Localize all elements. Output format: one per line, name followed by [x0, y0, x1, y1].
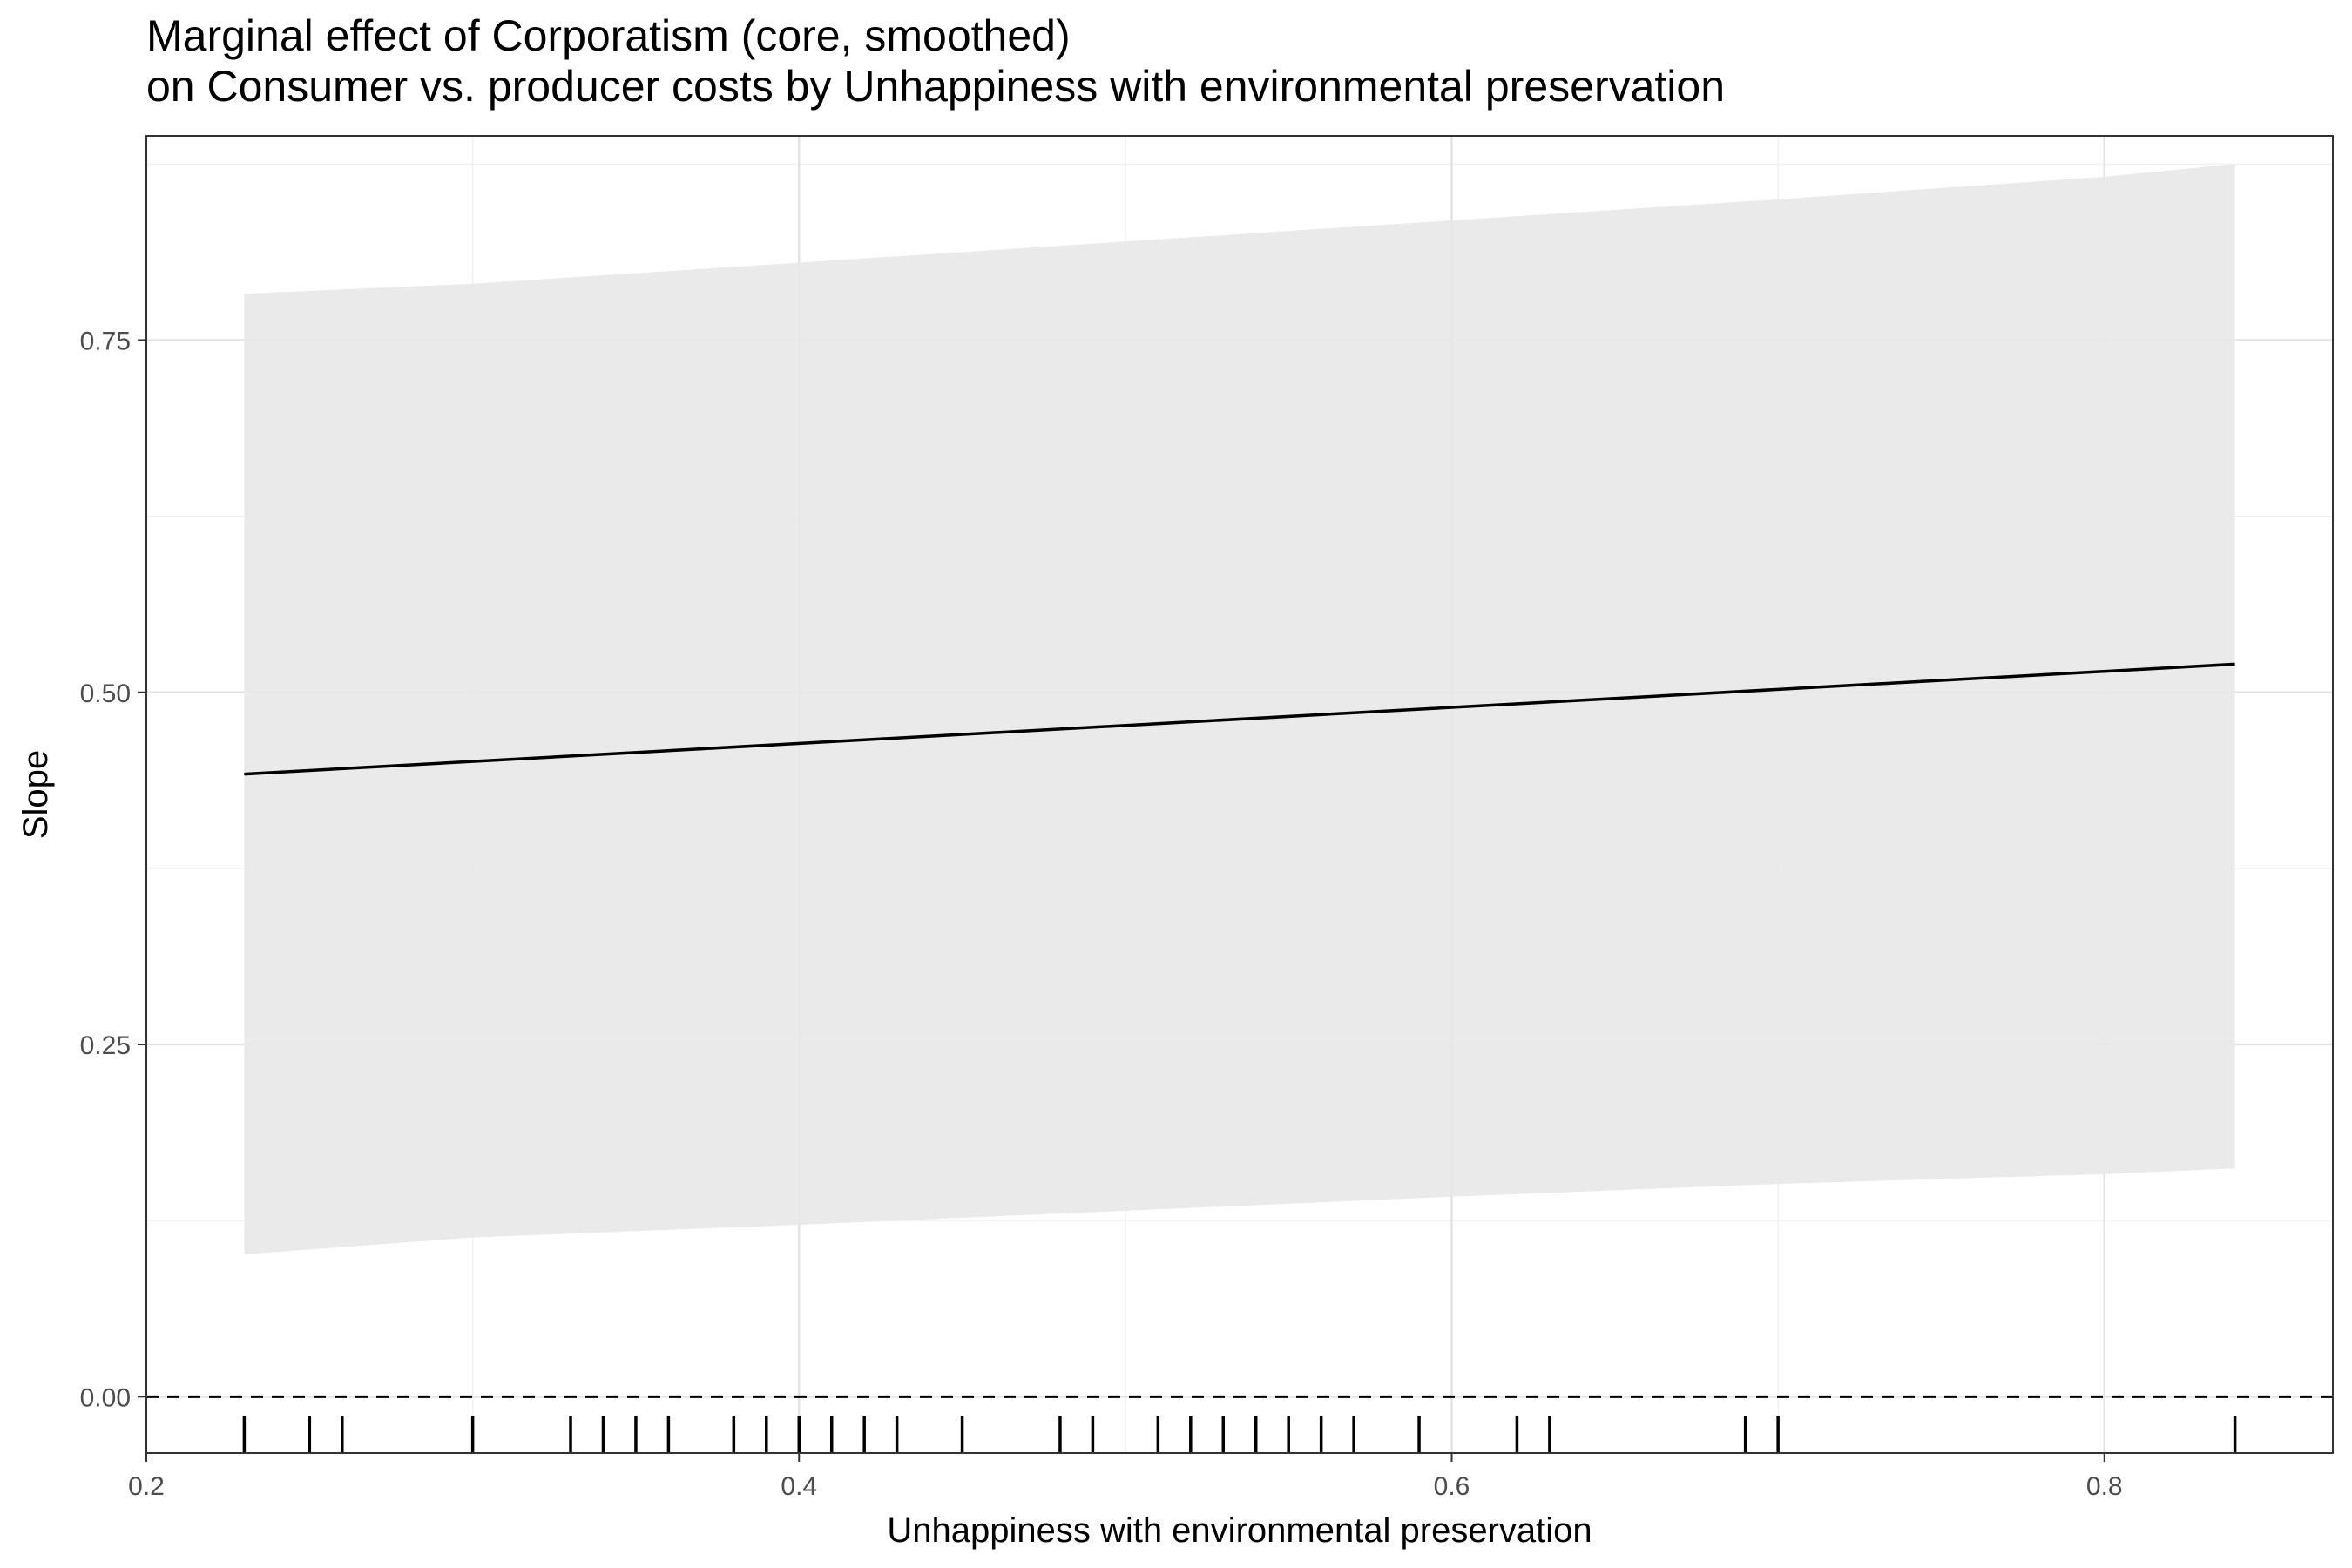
- y-axis: 0.00 0.25 0.50 0.75: [80, 327, 146, 1412]
- x-tick-label: 0.2: [128, 1472, 165, 1501]
- marginal-effect-line: [244, 662, 2235, 776]
- y-axis-title: Slope: [17, 750, 55, 839]
- x-axis: 0.2 0.4 0.6 0.8: [128, 1453, 2123, 1501]
- chart-subtitle: on Consumer vs. producer costs by Unhapp…: [146, 62, 1726, 111]
- x-tick-label: 0.6: [1434, 1472, 1470, 1501]
- y-tick-label: 0.25: [80, 1031, 131, 1060]
- chart-title-block: Marginal effect of Corporatism (core, sm…: [146, 10, 1725, 112]
- y-tick-label: 0.50: [80, 679, 131, 708]
- y-tick-label: 0.75: [80, 327, 131, 355]
- x-tick-label: 0.8: [2086, 1472, 2123, 1501]
- chart-title: Marginal effect of Corporatism (core, sm…: [146, 11, 1071, 60]
- x-axis-title: Unhappiness with environmental preservat…: [887, 1511, 1592, 1550]
- panel-border: [145, 135, 2334, 1454]
- confidence-ribbon: [244, 164, 2235, 1254]
- y-tick-label: 0.00: [80, 1383, 131, 1412]
- x-tick-label: 0.4: [781, 1472, 817, 1501]
- rug-marks: [242, 1416, 2237, 1453]
